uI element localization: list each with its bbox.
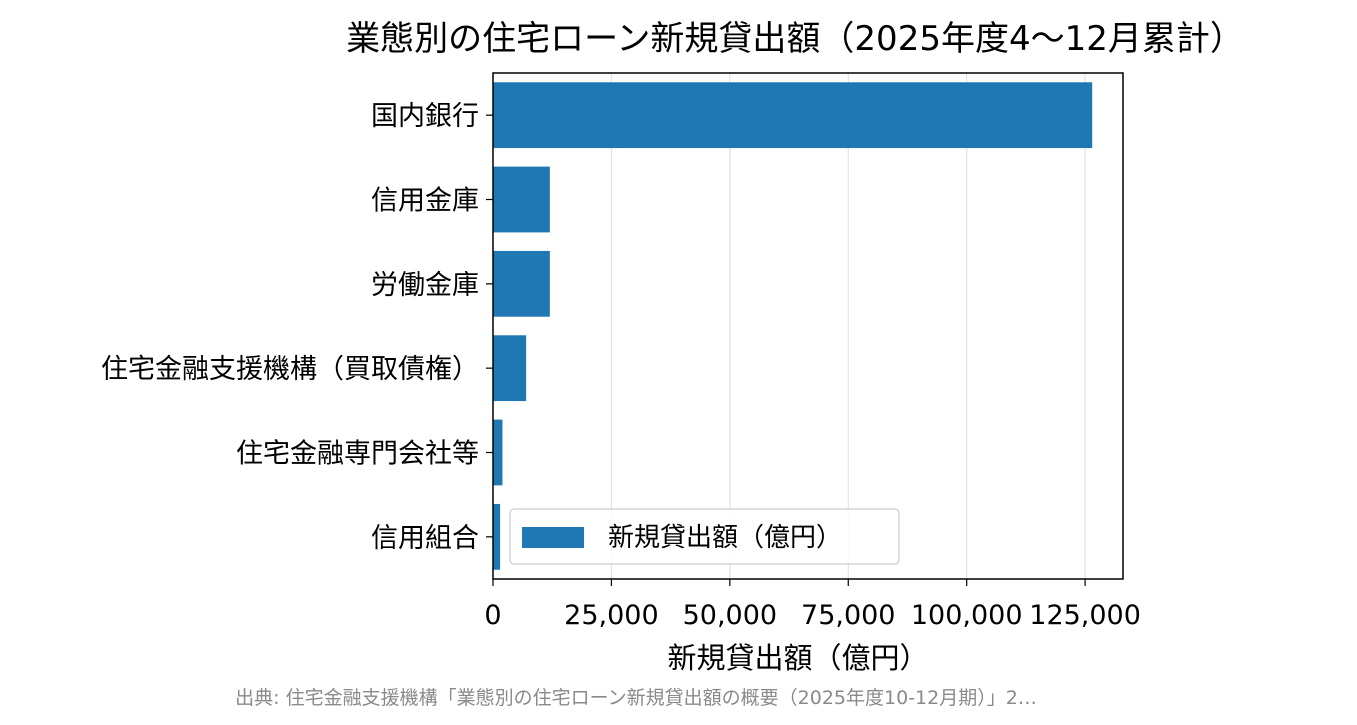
- legend: 新規貸出額（億円）: [509, 508, 900, 565]
- x-tick-label: 0: [484, 600, 501, 631]
- legend-frame: [509, 508, 900, 565]
- x-tick-label: 75,000: [801, 600, 895, 631]
- chart-title: 業態別の住宅ローン新規貸出額（2025年度4〜12月累計）: [346, 19, 1244, 59]
- x-tick-label: 100,000: [911, 600, 1023, 631]
- plot-frame: [492, 72, 1124, 580]
- bar: [493, 419, 503, 486]
- category-label: 信用金庫: [371, 186, 479, 217]
- category-label: 信用組合: [371, 523, 479, 554]
- category-label: 国内銀行: [371, 101, 479, 132]
- bars: [493, 82, 1093, 570]
- legend-label: 新規貸出額（億円）: [608, 523, 842, 553]
- bar: [493, 166, 550, 233]
- legend-swatch: [522, 527, 584, 548]
- bar: [493, 250, 550, 317]
- bar: [493, 335, 527, 402]
- bar: [493, 82, 1093, 149]
- bar: [493, 503, 501, 570]
- x-axis-label: 新規貸出額（億円）: [667, 641, 928, 675]
- grid-lines: [610, 73, 1086, 579]
- x-axis-ticks: 0 25,000 50,000 75,000 100,000 125,000: [484, 579, 1141, 631]
- x-tick-label: 125,000: [1029, 600, 1141, 631]
- source-note: 出典: 住宅金融支援機構「業態別の住宅ローン新規貸出額の概要（2025年度10-…: [235, 687, 1037, 709]
- x-tick-label: 50,000: [683, 600, 777, 631]
- x-tick-label: 25,000: [564, 600, 658, 631]
- category-label: 住宅金融専門会社等: [236, 439, 479, 470]
- category-label: 労働金庫: [371, 270, 479, 301]
- category-label: 住宅金融支援機構（買取債権）: [101, 354, 479, 385]
